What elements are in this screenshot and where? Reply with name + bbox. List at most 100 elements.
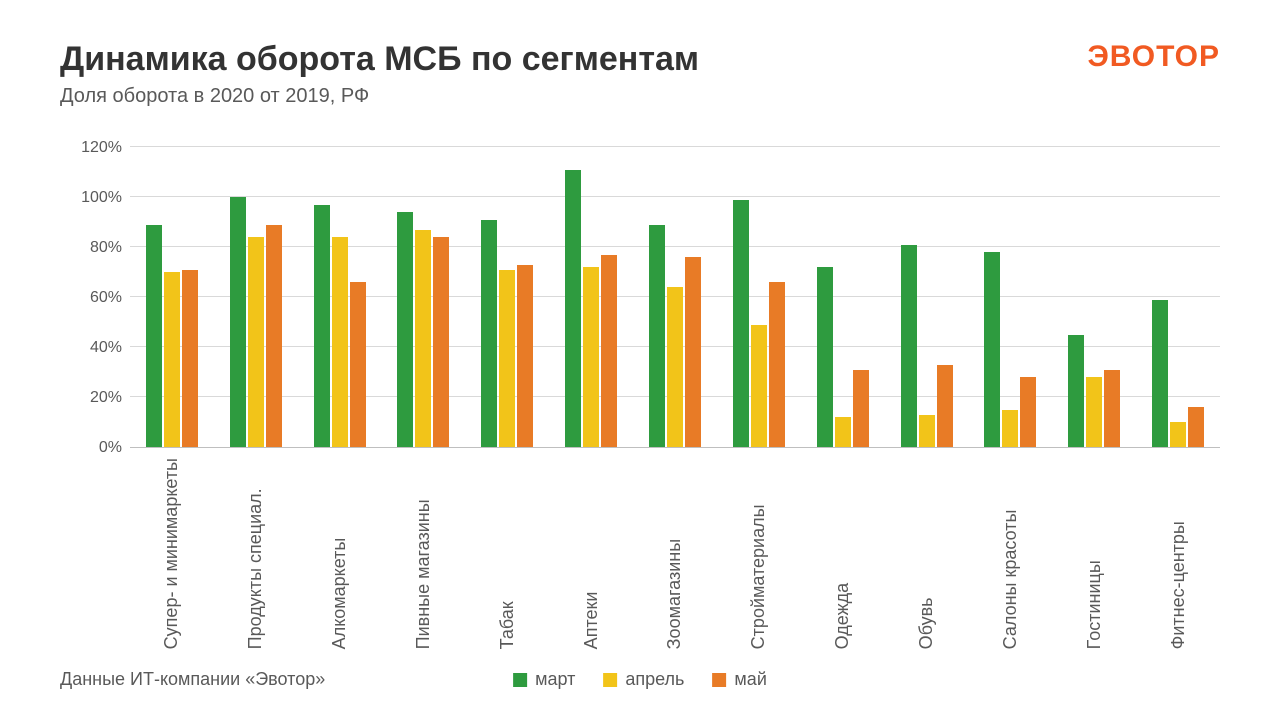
chart-container: Динамика оборота МСБ по сегментам Доля о…	[0, 0, 1280, 720]
bar	[499, 270, 515, 448]
y-tick-label: 100%	[81, 189, 122, 207]
bar	[667, 287, 683, 447]
chart-title: Динамика оборота МСБ по сегментам	[60, 40, 699, 79]
bar	[314, 205, 330, 448]
x-label-cell: Фитнес-центры	[1136, 458, 1220, 649]
y-tick-label: 40%	[90, 339, 122, 357]
bar-group	[633, 148, 717, 447]
x-label-cell: Стройматериалы	[717, 458, 801, 649]
x-label-cell: Пивные магазины	[382, 458, 466, 649]
bar	[433, 237, 449, 447]
brand-logo: ЭВОТОР	[1087, 40, 1220, 74]
x-axis-label: Зоомагазины	[664, 458, 685, 649]
bar-group	[382, 148, 466, 447]
x-axis-label: Салоны красоты	[1000, 458, 1021, 649]
bar	[481, 220, 497, 448]
bar	[1170, 422, 1186, 447]
x-label-cell: Алкомаркеты	[298, 458, 382, 649]
x-axis-label: Гостиницы	[1084, 458, 1105, 649]
bar	[517, 265, 533, 448]
bar-group	[885, 148, 969, 447]
legend: март апрель май	[513, 669, 767, 690]
bar	[397, 212, 413, 447]
x-label-cell: Табак	[465, 458, 549, 649]
bar	[332, 237, 348, 447]
y-tick-label: 20%	[90, 389, 122, 407]
bar	[415, 230, 431, 448]
x-axis-label: Продукты специал.	[245, 458, 266, 649]
footer-row: Данные ИТ-компании «Эвотор» мартапрельма…	[60, 669, 1220, 690]
bar-group	[801, 148, 885, 447]
x-axis-label: Алкомаркеты	[329, 458, 350, 649]
y-tick-label: 80%	[90, 239, 122, 257]
y-tick-label: 120%	[81, 139, 122, 157]
plot-area	[130, 148, 1220, 448]
bar	[1020, 377, 1036, 447]
bar	[601, 255, 617, 448]
bar	[751, 325, 767, 448]
bar	[817, 267, 833, 447]
bar	[853, 370, 869, 448]
bar-groups	[130, 148, 1220, 447]
x-axis-labels: Супер- и минимаркеты Продукты специал. Алк…	[130, 458, 1220, 649]
x-axis-label: Обувь	[916, 458, 937, 649]
bar	[1152, 300, 1168, 448]
bar	[1086, 377, 1102, 447]
x-label-cell: Аптеки	[549, 458, 633, 649]
legend-label: март	[535, 669, 575, 690]
bar	[182, 270, 198, 448]
legend-swatch	[712, 673, 726, 687]
title-block: Динамика оборота МСБ по сегментам Доля о…	[60, 40, 699, 108]
x-axis-label: Одежда	[832, 458, 853, 649]
x-axis-label: Супер- и минимаркеты	[161, 458, 182, 649]
bar	[835, 417, 851, 447]
bar	[164, 272, 180, 447]
bar	[1068, 335, 1084, 448]
bar	[1188, 407, 1204, 447]
x-axis-label: Фитнес-центры	[1168, 458, 1189, 649]
data-source: Данные ИТ-компании «Эвотор»	[60, 669, 325, 690]
y-axis: 0%20%40%60%80%100%120%	[60, 148, 130, 448]
bar-group	[717, 148, 801, 447]
x-label-cell: Одежда	[801, 458, 885, 649]
x-label-cell: Зоомагазины	[633, 458, 717, 649]
y-tick-label: 60%	[90, 289, 122, 307]
x-axis-label: Аптеки	[581, 458, 602, 649]
x-axis-label: Пивные магазины	[413, 458, 434, 649]
x-axis-label: Табак	[497, 458, 518, 649]
bar-group	[968, 148, 1052, 447]
legend-swatch	[603, 673, 617, 687]
bar	[733, 200, 749, 448]
x-label-cell: Продукты специал.	[214, 458, 298, 649]
bar	[230, 197, 246, 447]
bar	[565, 170, 581, 448]
bar-group	[130, 148, 214, 447]
bar	[769, 282, 785, 447]
x-axis-label: Стройматериалы	[748, 458, 769, 649]
legend-item: май	[712, 669, 766, 690]
header-row: Динамика оборота МСБ по сегментам Доля о…	[60, 40, 1220, 108]
bar	[1104, 370, 1120, 448]
bar-group	[214, 148, 298, 447]
y-tick-label: 0%	[99, 439, 122, 457]
bar-group	[1052, 148, 1136, 447]
bar-group	[465, 148, 549, 447]
x-label-cell: Салоны красоты	[968, 458, 1052, 649]
legend-item: март	[513, 669, 575, 690]
bar-group	[298, 148, 382, 447]
grid-line	[130, 146, 1220, 147]
bar	[919, 415, 935, 448]
bar	[266, 225, 282, 448]
legend-label: май	[734, 669, 766, 690]
bar	[248, 237, 264, 447]
x-label-cell: Супер- и минимаркеты	[130, 458, 214, 649]
bar	[937, 365, 953, 448]
bar	[685, 257, 701, 447]
bar-group	[549, 148, 633, 447]
chart-subtitle: Доля оборота в 2020 от 2019, РФ	[60, 85, 699, 108]
legend-label: апрель	[625, 669, 684, 690]
bar	[146, 225, 162, 448]
x-label-cell: Гостиницы	[1052, 458, 1136, 649]
bar-group	[1136, 148, 1220, 447]
legend-item: апрель	[603, 669, 684, 690]
